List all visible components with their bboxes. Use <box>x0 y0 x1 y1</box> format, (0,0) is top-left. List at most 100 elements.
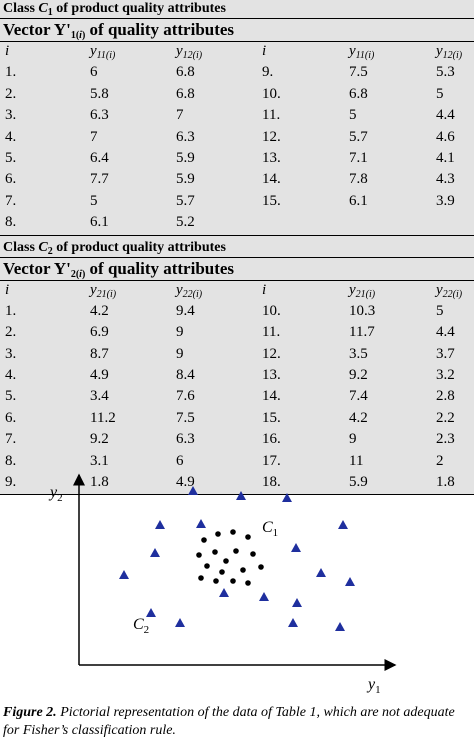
table-cell: 10. <box>262 85 281 102</box>
table-cell: 4.2 <box>349 409 368 426</box>
table-cell: 5.3 <box>436 64 455 81</box>
table-cell: 6.4 <box>90 149 109 166</box>
table-cell: 14. <box>262 171 281 188</box>
class2-header-row: i y21(i) y22(i) i y21(i) y22(i) <box>0 281 474 302</box>
table-cell: 4.3 <box>436 171 455 188</box>
table-cell: 6.1 <box>90 214 109 231</box>
table-cell: 1.8 <box>436 474 455 491</box>
table-cell: 7.4 <box>349 388 368 405</box>
table-cell: 6.3 <box>176 431 195 448</box>
table-cell: 3. <box>5 345 17 362</box>
table-cell: 9. <box>5 474 17 491</box>
table-cell: 3.4 <box>90 388 109 405</box>
class1-caption: Class C1 of product quality attributes <box>3 1 226 18</box>
table-cell: 9 <box>176 345 184 362</box>
class1-point <box>240 567 246 573</box>
table-cell: 6 <box>176 452 184 469</box>
class2-point <box>150 548 160 557</box>
class2-point <box>345 577 355 586</box>
y-axis-label: y2 <box>48 484 63 504</box>
table-row: 2. 6.9 9 11. 11.7 4.4 <box>0 323 474 344</box>
table-cell: 3. <box>5 107 17 124</box>
table-row: 1. 6 6.8 9. 7.5 5.3 <box>0 63 474 84</box>
table-cell: 6 <box>90 64 98 81</box>
figure-caption: Figure 2. Pictorial representation of th… <box>3 704 471 740</box>
class1-point <box>196 552 202 558</box>
class2-caption: Class C2 of product quality attributes <box>3 239 226 257</box>
class2-point <box>338 520 348 529</box>
table-cell: 3.9 <box>436 192 455 209</box>
table-cell: 13. <box>262 149 281 166</box>
table-cell: 6. <box>5 409 17 426</box>
table-cell: 11. <box>262 107 281 124</box>
class1-point <box>233 548 239 554</box>
table-cell: 5 <box>436 85 444 102</box>
table-cell: 6. <box>5 171 17 188</box>
class2-point <box>288 618 298 627</box>
table-cell: 11.7 <box>349 324 375 341</box>
class1-rows: 1. 6 6.8 9. 7.5 5.3 2. 5.8 6.8 10. 6.8 5 3. 6.3 7 11. 5 4… <box>0 63 474 234</box>
table-cell: 7. <box>5 431 17 448</box>
table-cell: 11 <box>349 452 364 469</box>
class1-point <box>212 549 218 555</box>
class1-point <box>258 564 264 570</box>
class1-header-row: i y11(i) y12(i) i y11(i) y12(i) <box>0 42 474 63</box>
table-cell: 16. <box>262 431 281 448</box>
table-cell: 3.7 <box>436 345 455 362</box>
table-cell: 15. <box>262 192 281 209</box>
class2-point <box>291 543 301 552</box>
table-cell: 10.3 <box>349 302 376 319</box>
class2-point <box>146 608 156 617</box>
header-cell: y11(i) <box>349 43 375 61</box>
table-cell: 9 <box>349 431 357 448</box>
table-cell: 8.7 <box>90 345 109 362</box>
table-cell: 17. <box>262 452 281 469</box>
table-row: 5. 3.4 7.6 14. 7.4 2.8 <box>0 387 474 408</box>
class2-point <box>219 588 229 597</box>
table-cell: 5.2 <box>176 214 195 231</box>
table-cell: 7. <box>5 192 17 209</box>
table-cell: 4.2 <box>90 302 109 319</box>
table-cell: 13. <box>262 367 281 384</box>
table-row: 6. 11.2 7.5 15. 4.2 2.2 <box>0 409 474 430</box>
table-row: 9. 1.8 4.9 18. 5.9 1.8 <box>0 473 474 494</box>
class2-point <box>316 568 326 577</box>
table-cell: 10. <box>262 302 281 319</box>
table-cell: 9.2 <box>90 431 109 448</box>
table-cell: 7 <box>90 128 98 145</box>
table-cell: 2 <box>436 452 444 469</box>
class1-point <box>213 578 219 584</box>
table-cell: 1.8 <box>90 474 109 491</box>
table-cell: 3.1 <box>90 452 109 469</box>
header-cell: y22(i) <box>176 281 203 300</box>
table-cell: 6.8 <box>349 85 368 102</box>
class1-point <box>230 529 236 535</box>
header-cell: y21(i) <box>349 281 376 300</box>
table-cell: 5 <box>349 107 357 124</box>
data-table: Class C1 of product quality attributes V… <box>0 0 474 496</box>
table-cell: 11.2 <box>90 409 116 426</box>
table-cell: 12. <box>262 345 281 362</box>
header-cell: i <box>262 281 267 298</box>
table-cell: 2.8 <box>436 388 455 405</box>
table-cell: 6.3 <box>90 107 109 124</box>
table-cell: 5. <box>5 149 17 166</box>
class2-point <box>196 519 206 528</box>
class2-point <box>188 486 198 495</box>
header-cell: i <box>5 43 10 59</box>
table-cell: 9. <box>262 64 274 81</box>
table-row: 2. 5.8 6.8 10. 6.8 5 <box>0 85 474 106</box>
class2-rows: 1. 4.2 9.4 10. 10.3 5 2. 6.9 9 11. 11.7 4.4 3. 8.7 9 12… <box>0 302 474 495</box>
class1-label: C1 <box>262 519 278 539</box>
table-row: 8. 3.1 6 17. 11 2 <box>0 452 474 473</box>
table-cell: 7.5 <box>349 64 368 81</box>
table-cell: 1. <box>5 302 17 319</box>
table-cell: 6.8 <box>176 64 195 81</box>
class2-point <box>259 592 269 601</box>
header-cell: y12(i) <box>176 43 203 61</box>
table-cell: 8. <box>5 452 17 469</box>
table-cell: 1. <box>5 64 17 81</box>
table-row: 7. 5 5.7 15. 6.1 3.9 <box>0 192 474 213</box>
class2-point <box>292 598 302 607</box>
class2-point <box>119 570 129 579</box>
